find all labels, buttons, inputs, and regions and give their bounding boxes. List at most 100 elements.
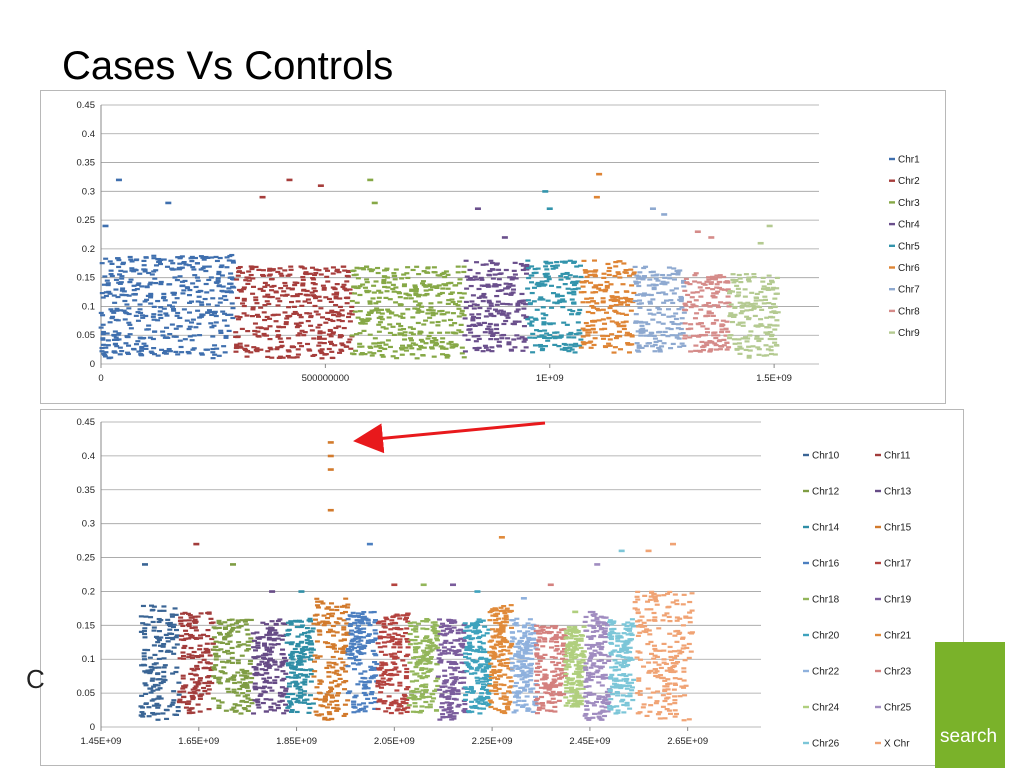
data-point — [254, 266, 259, 268]
data-point — [532, 272, 537, 274]
data-point — [215, 260, 220, 262]
data-point — [199, 612, 204, 614]
data-point — [220, 671, 225, 673]
data-point — [457, 292, 462, 294]
data-point — [174, 328, 179, 330]
data-point — [698, 322, 703, 324]
data-point — [573, 351, 578, 353]
data-point — [237, 688, 242, 690]
data-point — [558, 683, 563, 685]
data-point — [230, 708, 235, 710]
data-point — [237, 644, 242, 646]
data-point — [186, 613, 191, 615]
data-point — [583, 715, 588, 717]
data-point — [672, 278, 677, 280]
data-point — [227, 330, 232, 332]
data-point — [446, 303, 451, 305]
data-point — [408, 622, 413, 624]
data-point — [597, 319, 602, 321]
data-point — [501, 323, 506, 325]
data-point — [198, 698, 203, 700]
data-point — [252, 666, 257, 668]
data-point — [497, 660, 502, 662]
data-point — [430, 626, 435, 628]
data-point — [331, 656, 336, 658]
data-point — [452, 698, 457, 700]
data-point — [504, 699, 509, 701]
data-point — [602, 631, 607, 633]
data-point — [535, 702, 540, 704]
data-point — [179, 635, 184, 637]
data-point — [495, 613, 500, 615]
y-tick-label: 0.1 — [82, 654, 95, 665]
data-point — [181, 701, 186, 703]
data-point — [516, 704, 521, 706]
data-point — [502, 674, 507, 676]
data-point — [371, 297, 376, 299]
data-point — [274, 669, 279, 671]
data-point — [316, 313, 321, 315]
data-point — [349, 654, 354, 656]
data-point — [512, 711, 517, 713]
data-point — [398, 712, 403, 714]
data-point — [236, 662, 241, 664]
data-point — [459, 324, 464, 326]
data-point — [300, 284, 305, 286]
data-point — [147, 671, 152, 673]
data-point — [137, 273, 142, 275]
data-point — [236, 275, 241, 277]
data-point — [652, 350, 657, 352]
data-point — [551, 322, 556, 324]
data-point — [484, 315, 489, 317]
data-point — [109, 270, 114, 272]
data-point — [385, 309, 390, 311]
data-point — [765, 333, 770, 335]
data-point — [123, 342, 128, 344]
data-point — [570, 298, 575, 300]
y-tick-label: 0.35 — [77, 158, 96, 169]
data-point — [493, 615, 498, 617]
data-point — [147, 283, 152, 285]
data-point — [235, 671, 240, 673]
data-point — [323, 696, 328, 698]
data-point — [242, 312, 247, 314]
data-point — [602, 617, 607, 619]
data-point — [558, 275, 563, 277]
data-point — [581, 341, 586, 343]
data-point — [124, 303, 129, 305]
data-point — [555, 648, 560, 650]
data-point — [690, 303, 695, 305]
data-point — [622, 301, 627, 303]
data-point — [470, 319, 475, 321]
data-point — [176, 325, 181, 327]
data-point — [522, 632, 527, 634]
peak-point — [142, 563, 148, 566]
data-point — [226, 660, 231, 662]
data-point — [415, 312, 420, 314]
data-point — [425, 675, 430, 677]
data-point — [540, 702, 545, 704]
data-point — [555, 264, 560, 266]
data-point — [129, 270, 134, 272]
data-point — [435, 295, 440, 297]
data-point — [267, 677, 272, 679]
data-point — [394, 689, 399, 691]
data-point — [192, 620, 197, 622]
data-point — [421, 640, 426, 642]
data-point — [525, 641, 530, 643]
data-point — [657, 308, 662, 310]
data-point — [474, 261, 479, 263]
data-point — [698, 309, 703, 311]
data-point — [510, 632, 515, 634]
data-point — [327, 333, 332, 335]
data-point — [329, 615, 334, 617]
data-point — [426, 644, 431, 646]
data-point — [327, 665, 332, 667]
series-chr15 — [311, 441, 350, 721]
data-point — [451, 715, 456, 717]
peak-point — [547, 207, 553, 210]
data-point — [143, 348, 148, 350]
data-point — [393, 350, 398, 352]
data-point — [423, 320, 428, 322]
data-point — [537, 671, 542, 673]
